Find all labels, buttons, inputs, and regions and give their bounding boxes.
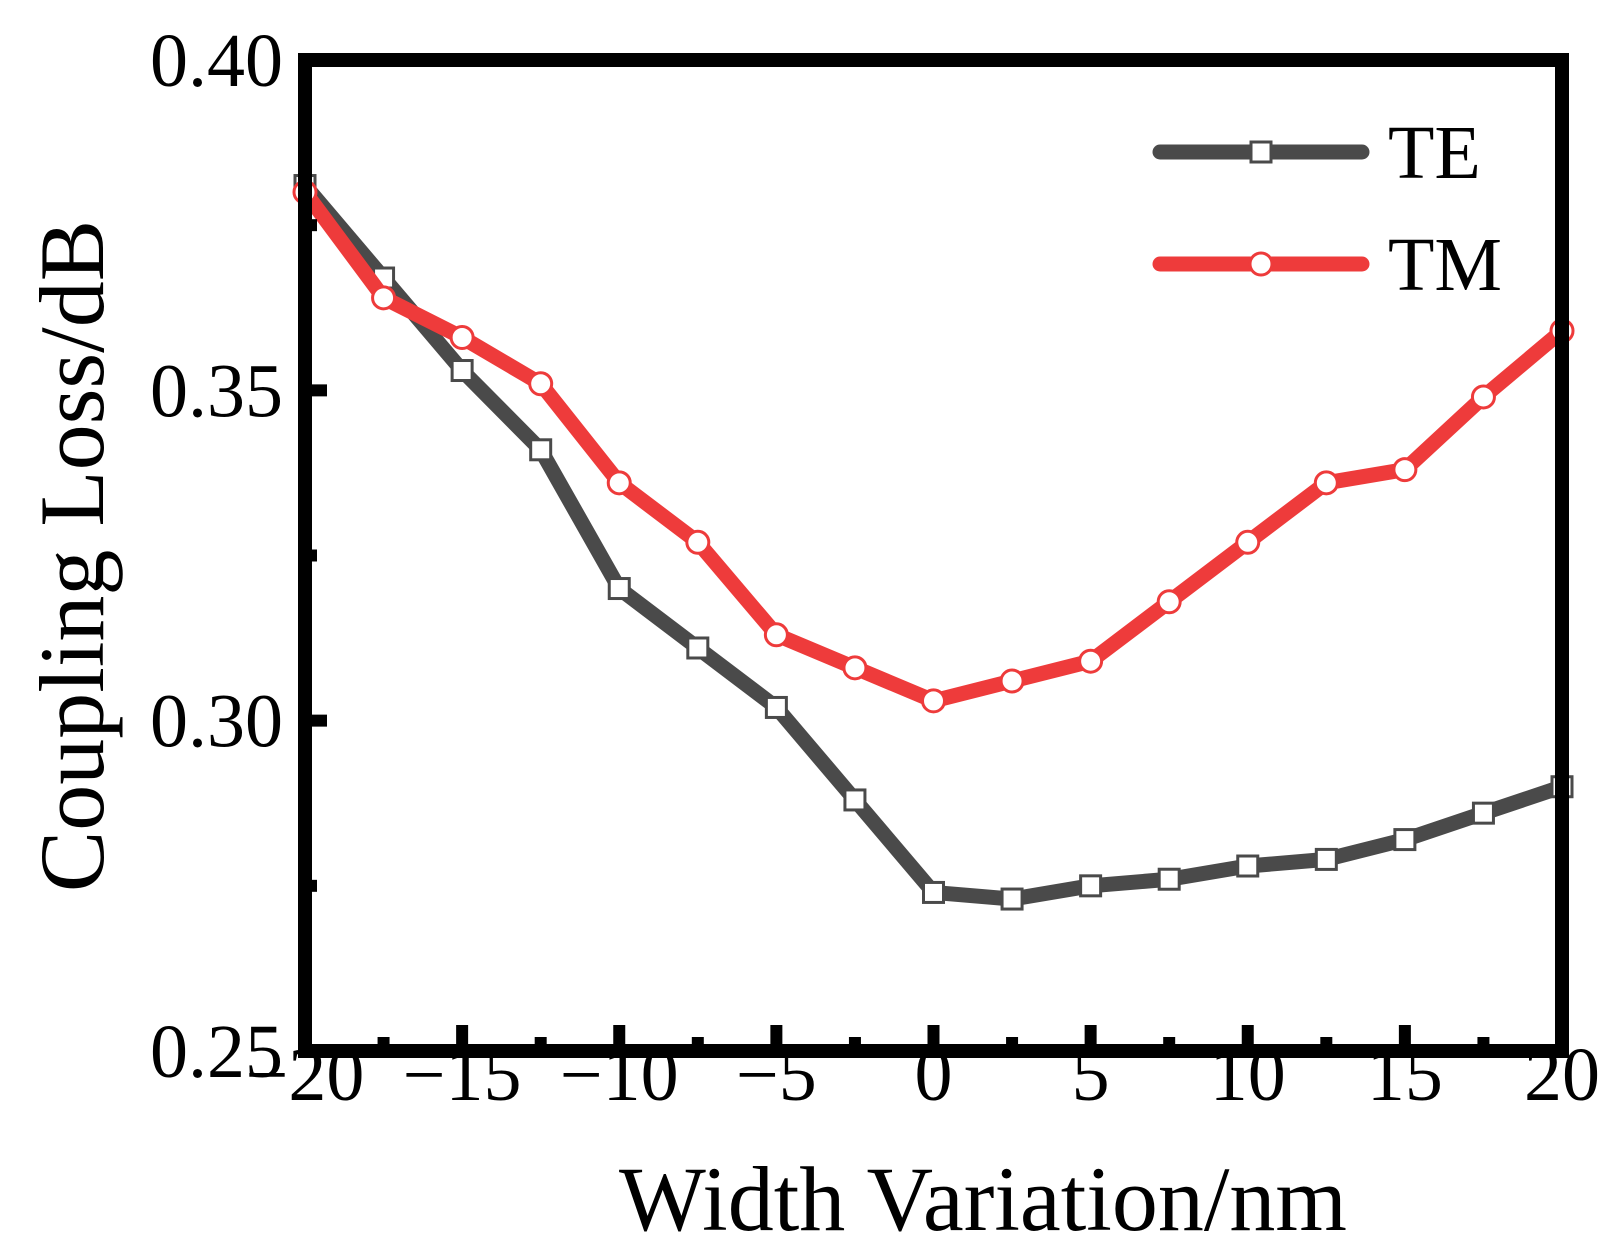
data-point-tm <box>1156 589 1182 615</box>
data-point-tm <box>921 688 946 714</box>
data-point-te <box>1471 801 1495 825</box>
x-tick-label: −15 <box>403 1033 522 1117</box>
data-point-tm <box>842 655 868 681</box>
x-tick-label: −20 <box>246 1033 365 1117</box>
data-point-tm <box>1235 529 1261 555</box>
legend-label-te: TE <box>1388 111 1481 195</box>
x-tick-label: 15 <box>1367 1033 1443 1117</box>
data-point-tm <box>685 529 711 555</box>
data-point-tm <box>606 470 632 496</box>
data-point-te <box>1314 847 1338 871</box>
data-point-te <box>529 438 553 462</box>
legend: TE TM <box>1152 111 1502 307</box>
data-point-te <box>450 359 474 383</box>
data-point-tm <box>1470 384 1496 410</box>
x-tick-label: −5 <box>736 1033 817 1117</box>
axis-ticks: −20 −15 −10 −5 0 5 10 15 20 0.25 0.30 0.35 0.40 <box>150 19 1600 1117</box>
data-point-te <box>922 880 945 904</box>
legend-marker-te <box>1249 140 1273 164</box>
data-point-te <box>607 577 631 601</box>
data-point-tm <box>528 371 554 397</box>
data-point-te <box>1393 828 1417 852</box>
legend-label-tm: TM <box>1388 223 1502 307</box>
x-tick-label: 5 <box>1072 1033 1110 1117</box>
data-point-tm <box>999 668 1025 694</box>
legend-marker-tm <box>1248 251 1274 277</box>
y-tick-label: 0.35 <box>150 349 283 433</box>
data-point-te <box>1157 867 1181 891</box>
data-point-tm <box>763 622 789 648</box>
x-axis-label: Width Variation/nm <box>619 1148 1347 1250</box>
series-line-te <box>297 178 1570 907</box>
x-tick-label: 10 <box>1210 1033 1286 1117</box>
y-axis-label: Coupling Loss/dB <box>21 220 123 892</box>
y-tick-label: 0.30 <box>150 680 283 764</box>
data-point-tm <box>1078 648 1104 674</box>
plot-marks <box>292 174 1575 911</box>
y-tick-label: 0.40 <box>150 19 283 103</box>
data-point-te <box>764 695 788 719</box>
x-tick-label: 20 <box>1524 1033 1600 1117</box>
data-point-te <box>1000 887 1024 911</box>
x-tick-label: 0 <box>915 1033 953 1117</box>
y-tick-label: 0.25 <box>150 1010 283 1094</box>
data-point-tm <box>371 285 397 311</box>
data-point-tm <box>1392 457 1418 483</box>
data-point-te <box>843 788 867 812</box>
data-point-te <box>1236 854 1260 878</box>
data-point-tm <box>1313 470 1339 496</box>
data-point-te <box>686 636 710 660</box>
x-tick-label: −10 <box>560 1033 679 1117</box>
series-line-tm <box>297 184 1570 709</box>
data-point-te <box>1079 874 1103 898</box>
data-point-tm <box>449 324 475 350</box>
